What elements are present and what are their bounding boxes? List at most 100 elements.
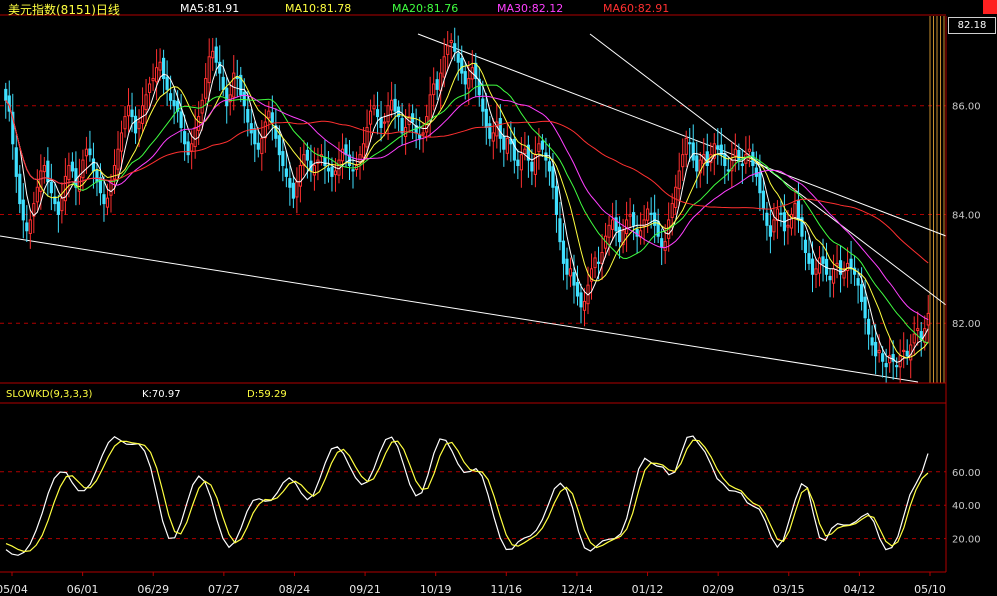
candle-body [740,163,744,167]
candle-body [895,365,899,368]
x-tick-label: 09/21 [349,583,381,596]
candle-body [249,123,253,134]
candle-body [18,173,22,205]
steep-trend-line [589,33,947,306]
candle-body [137,121,141,130]
candle-body [681,154,685,168]
candle-body [565,258,569,275]
d-line [5,439,929,553]
candle-body [463,71,467,85]
candle-body [70,161,74,172]
candle-body [688,142,692,145]
candle-body [435,79,439,90]
ma10-label: MA10:81.78 [285,2,352,15]
kd-k-value: K:70.97 [142,389,181,400]
candle-body [660,238,664,248]
candle-body [831,268,836,284]
candle-body [768,225,772,237]
candle-body [677,170,681,190]
candle-body [852,267,857,275]
kd-panel-grid [0,471,946,540]
candle-body [81,159,85,179]
candle-body [884,363,888,368]
candle-body [807,253,811,264]
close-icon[interactable] [983,0,997,14]
x-tick-label: 08/24 [279,583,311,596]
candle-body [130,109,134,118]
candle-body [316,159,320,164]
candle-body [361,143,366,158]
candle-body [912,333,916,344]
kd-tick-label: 20.00 [952,535,981,546]
candle-body [225,87,229,107]
candle-body [674,186,678,208]
candle-body [505,137,509,154]
candle-body [817,257,822,274]
upper-trend-line [417,33,947,237]
candle-body [845,262,850,272]
candle-body [803,239,808,254]
candle-body [446,45,450,55]
candle-body [109,181,113,196]
candle-body [632,212,636,226]
candle-body [207,56,211,84]
candle-body [842,268,846,279]
x-tick-label: 04/12 [844,583,876,596]
candle-body [172,100,176,107]
lower-trend-line [0,235,919,383]
candle-body [758,172,762,194]
candle-body [761,190,765,210]
candle-body [28,219,32,234]
candle-body [617,226,622,243]
candle-body [523,148,527,154]
ma10-line [5,62,929,359]
candle-body [218,61,222,74]
candle-body [456,53,460,63]
candle-body [67,165,71,181]
candle-body [365,126,369,148]
moving-average-lines [5,50,929,363]
candle-body [800,217,804,237]
candle-body [162,57,166,80]
candle-body [775,208,780,222]
x-tick-label: 12/14 [561,583,593,596]
x-tick-label: 10/19 [420,583,452,596]
candle-body [144,94,148,111]
ma60-line [5,100,929,264]
candle-body [105,197,110,208]
candle-body [663,241,667,251]
candle-body [765,212,769,226]
candle-body [372,105,376,110]
candle-body [179,111,183,128]
candle-body [400,118,404,134]
candle-body [628,213,632,217]
candle-body [246,109,250,123]
candle-body [684,137,688,155]
ma30-line [5,94,929,321]
x-tick-label: 06/29 [137,583,169,596]
x-tick-label: 05/10 [914,583,946,596]
candle-body [828,275,832,281]
candle-body [386,105,390,123]
candle-body [133,115,138,134]
candle-body [796,199,801,221]
candle-body [575,282,580,297]
candle-body [77,175,82,192]
candle-body [653,212,657,226]
candle-body [716,145,720,150]
candle-body [4,88,8,101]
x-tick-label: 06/01 [67,583,99,596]
candle-body [821,256,825,264]
candle-body [877,349,881,354]
candle-body [814,268,818,275]
candle-body [596,261,601,264]
candle-body [256,142,260,150]
candle-body [726,169,730,172]
candle-body [281,151,285,167]
candle-body [786,224,790,228]
candle-body [98,177,103,194]
candle-body [779,212,783,215]
candle-body [333,170,338,176]
last-price-box: 82.18 [948,17,996,34]
